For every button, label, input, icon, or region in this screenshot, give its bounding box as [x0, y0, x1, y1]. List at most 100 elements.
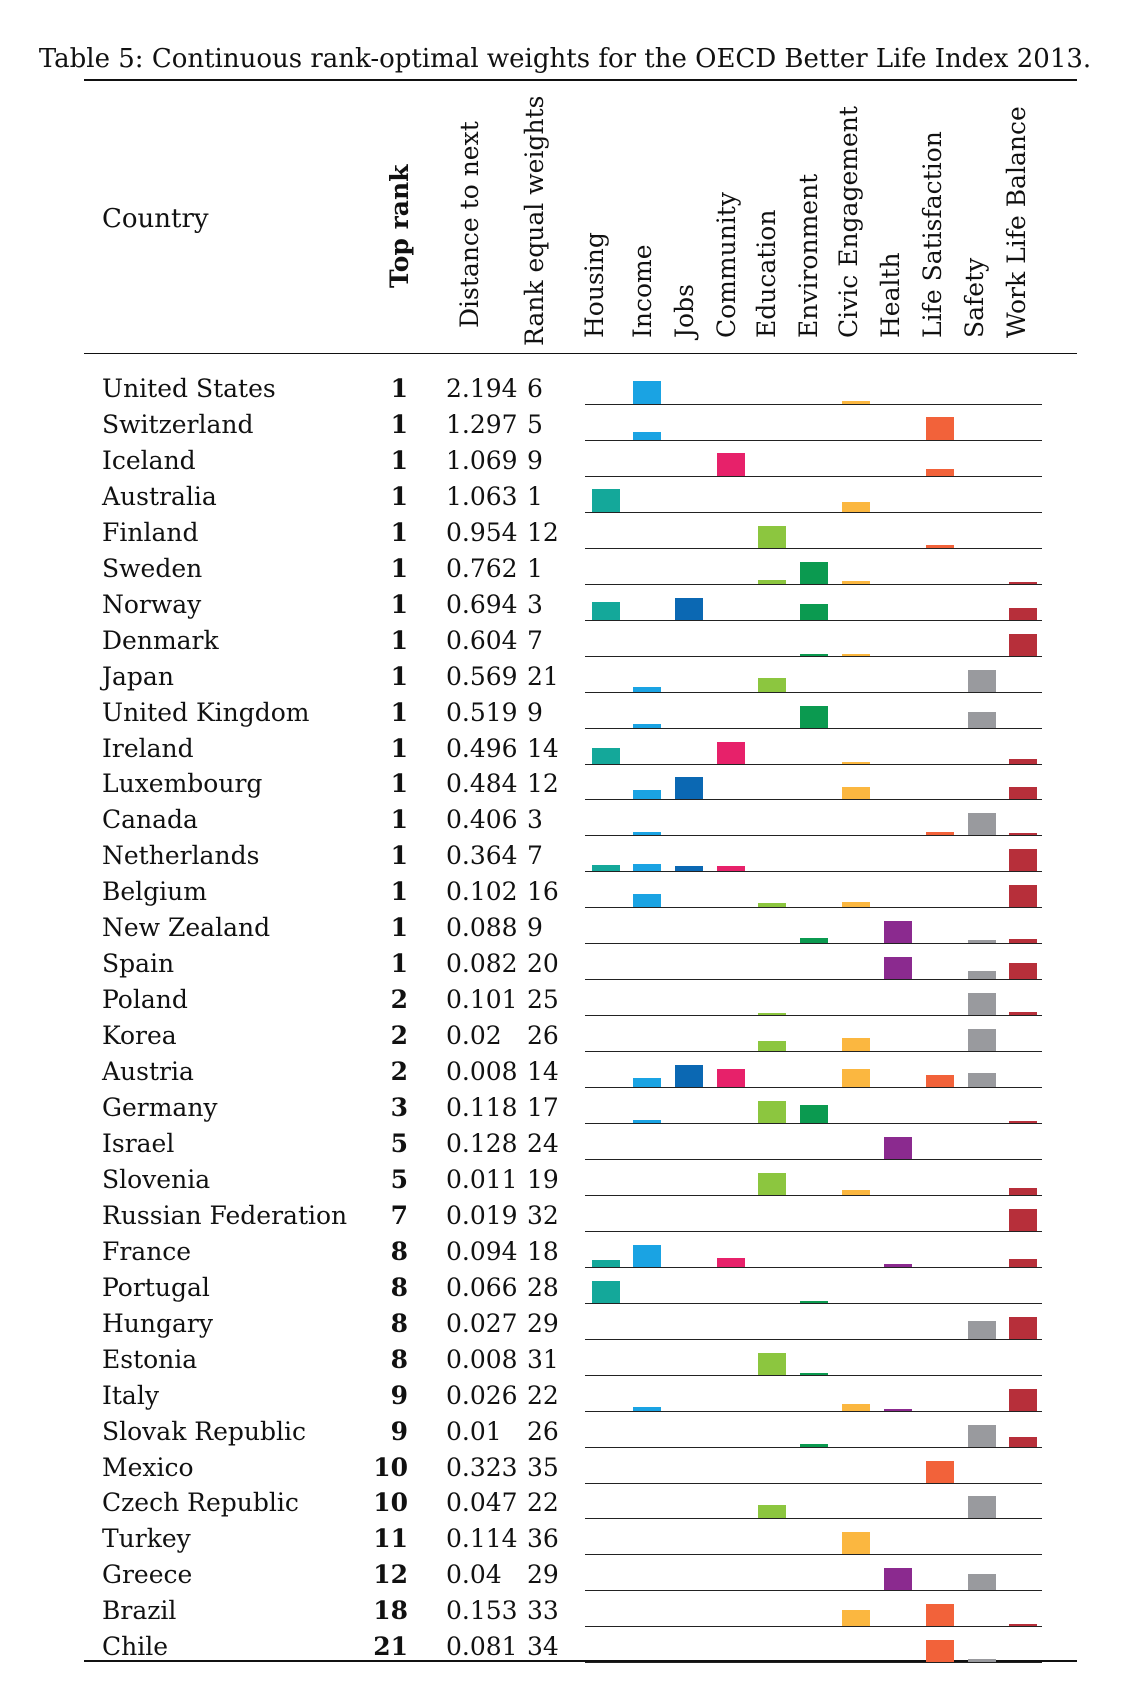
row-distance: 0.406 [446, 805, 518, 834]
row-distance: 0.496 [446, 734, 518, 763]
row-distance: 0.047 [446, 1488, 518, 1517]
weight-bar [717, 1069, 745, 1087]
row-baseline [585, 907, 1042, 908]
weight-bar [758, 1173, 786, 1195]
weight-bar [968, 940, 996, 943]
row-rank-equal: 9 [527, 913, 543, 942]
row-top-rank: 8 [390, 1273, 408, 1302]
row-distance: 0.088 [446, 913, 518, 942]
row-top-rank: 1 [390, 841, 408, 870]
header-dimension-jobs: Jobs [670, 284, 699, 338]
weight-bar [884, 921, 912, 943]
weight-bar [800, 562, 828, 584]
row-country: Austria [102, 1057, 194, 1086]
row-distance: 0.364 [446, 841, 518, 870]
row-baseline [585, 979, 1042, 980]
row-baseline [585, 692, 1042, 693]
weight-bar [926, 1461, 954, 1483]
row-top-rank: 5 [390, 1165, 408, 1194]
weight-bar [1009, 582, 1037, 584]
header-rule [84, 353, 1077, 354]
weight-bar [1009, 1121, 1037, 1123]
weight-bar [842, 401, 870, 404]
row-baseline [585, 548, 1042, 549]
weight-bar [968, 1029, 996, 1051]
row-distance: 0.008 [446, 1057, 518, 1086]
weight-bar [592, 1281, 620, 1303]
weight-bar [592, 489, 620, 512]
weight-bar [842, 1190, 870, 1195]
row-top-rank: 1 [390, 482, 408, 511]
row-top-rank: 1 [390, 877, 408, 906]
row-baseline [585, 1123, 1042, 1124]
header-dimension-health: Health [876, 252, 905, 338]
row-top-rank: 8 [390, 1237, 408, 1266]
weight-bar [926, 417, 954, 440]
weight-bar [633, 790, 661, 799]
row-top-rank: 1 [390, 410, 408, 439]
weight-bar [842, 1069, 870, 1087]
row-baseline [585, 656, 1042, 657]
weight-bar [926, 1604, 954, 1626]
weight-bar [1009, 1259, 1037, 1267]
weight-bar [633, 1120, 661, 1123]
weight-bar [842, 902, 870, 907]
header-rank-equal-weights: Rank equal weights [520, 95, 549, 346]
row-country: Czech Republic [102, 1488, 299, 1517]
row-rank-equal: 14 [527, 1057, 559, 1086]
weight-bar [968, 1574, 996, 1590]
row-country: United States [102, 374, 276, 403]
row-country: New Zealand [102, 913, 271, 942]
weight-bar [884, 1137, 912, 1159]
weight-bar [968, 971, 996, 979]
row-rank-equal: 17 [527, 1093, 559, 1122]
row-baseline [585, 1195, 1042, 1196]
weight-bar [800, 1373, 828, 1375]
weight-bar [675, 866, 703, 871]
weight-bar [758, 580, 786, 584]
row-top-rank: 8 [390, 1345, 408, 1374]
row-distance: 0.118 [446, 1093, 518, 1122]
row-baseline [585, 1375, 1042, 1376]
weight-bar [758, 1041, 786, 1051]
row-rank-equal: 9 [527, 698, 543, 727]
row-baseline [585, 512, 1042, 513]
row-top-rank: 1 [390, 949, 408, 978]
weight-bar [758, 903, 786, 907]
row-distance: 1.297 [446, 410, 518, 439]
row-country: Mexico [102, 1453, 194, 1482]
row-rank-equal: 29 [527, 1309, 559, 1338]
weight-bar [800, 1301, 828, 1303]
row-distance: 2.194 [446, 374, 518, 403]
row-baseline [585, 1339, 1042, 1340]
weight-bar [1009, 1012, 1037, 1015]
weight-bar [592, 1260, 620, 1267]
row-rank-equal: 12 [527, 518, 559, 547]
row-rank-equal: 28 [527, 1273, 559, 1302]
weight-bar [592, 865, 620, 871]
weight-bar [968, 993, 996, 1015]
header-dimension-housing: Housing [580, 232, 609, 338]
row-baseline [585, 1626, 1042, 1627]
weight-bar [758, 1101, 786, 1123]
weight-bar [968, 1321, 996, 1339]
row-baseline [585, 1554, 1042, 1555]
row-country: Turkey [102, 1524, 191, 1553]
row-rank-equal: 6 [527, 374, 543, 403]
weight-bar [1009, 885, 1037, 907]
row-country: France [102, 1237, 192, 1266]
row-baseline [585, 799, 1042, 800]
weight-bar [842, 1038, 870, 1051]
row-baseline [585, 1051, 1042, 1052]
row-top-rank: 1 [390, 662, 408, 691]
row-baseline [585, 1590, 1042, 1591]
row-baseline [585, 835, 1042, 836]
row-distance: 0.081 [446, 1632, 518, 1661]
row-baseline [585, 943, 1042, 944]
weight-bar [633, 1407, 661, 1411]
row-rank-equal: 3 [527, 805, 543, 834]
row-top-rank: 10 [373, 1453, 408, 1482]
row-rank-equal: 5 [527, 410, 543, 439]
row-top-rank: 9 [390, 1417, 408, 1446]
row-baseline [585, 1087, 1042, 1088]
